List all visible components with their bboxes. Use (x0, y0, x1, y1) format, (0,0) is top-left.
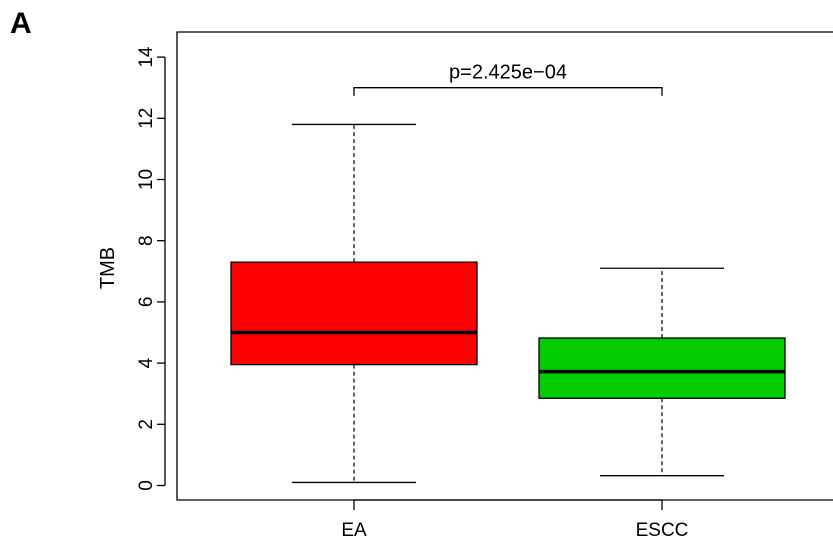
x-tick-label: ESCC (636, 520, 689, 541)
y-tick-label: 6 (136, 297, 157, 308)
p-value-annotation: p=2.425e−04 (353, 62, 663, 96)
significance-bracket (353, 87, 663, 96)
y-tick-label: 4 (136, 357, 157, 368)
box-ea (230, 123, 478, 484)
x-axis-labels: EA ESCC (341, 499, 689, 541)
y-tick-label: 8 (136, 235, 157, 246)
y-axis-ticks: 0 2 4 6 8 10 12 14 (136, 46, 166, 491)
y-tick-label: 2 (136, 419, 157, 430)
y-tick-label: 10 (136, 169, 157, 190)
box-series (230, 123, 786, 484)
iqr-box (538, 337, 786, 399)
y-tick-label: 12 (136, 108, 157, 129)
y-axis-label: TMB (97, 247, 119, 289)
iqr-box (230, 261, 478, 366)
y-tick-label: 0 (136, 480, 157, 491)
y-tick-label: 14 (136, 46, 157, 68)
panel-label: A (10, 7, 32, 40)
box-escc (538, 267, 786, 477)
p-value-text: p=2.425e−04 (449, 62, 567, 84)
x-tick-label: EA (341, 520, 367, 541)
